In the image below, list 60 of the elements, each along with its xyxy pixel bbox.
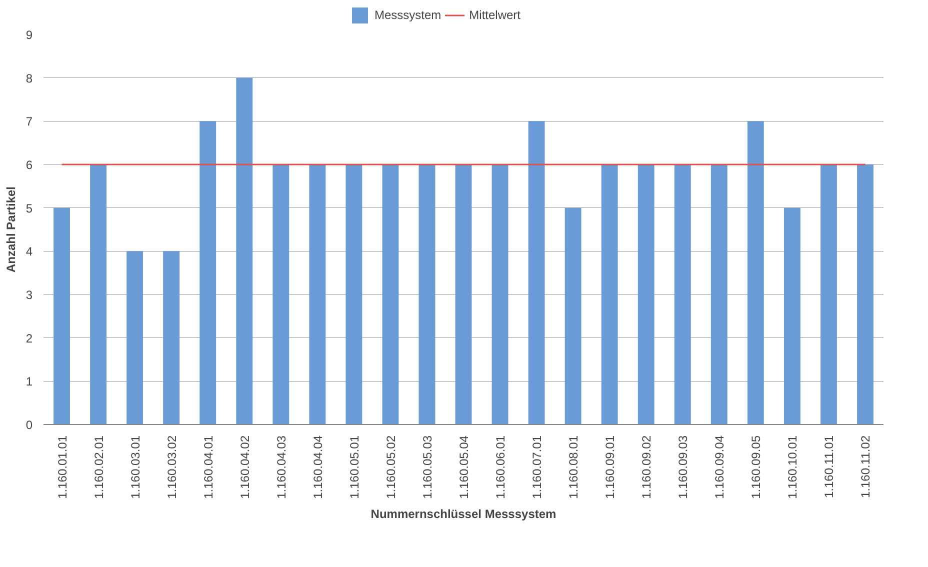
bar <box>200 121 216 424</box>
x-tick-label: 1.160.03.01 <box>128 435 142 499</box>
bar <box>820 164 837 424</box>
x-axis-title: Nummernschlüssel Messsystem <box>370 506 556 521</box>
bar <box>346 164 362 424</box>
bar <box>747 121 764 424</box>
bar <box>272 164 290 424</box>
legend-label: Mittelwert <box>469 8 521 22</box>
x-tick-label: 1.160.04.01 <box>201 435 216 499</box>
y-tick-label: 2 <box>26 331 33 346</box>
bar <box>564 208 582 424</box>
bar <box>710 164 728 424</box>
y-tick-label: 0 <box>26 418 33 432</box>
y-tick-label: 7 <box>26 114 33 129</box>
x-tick-label: 1.160.01.01 <box>55 435 70 499</box>
y-tick-label: 8 <box>26 71 33 86</box>
x-tick-label: 1.160.05.04 <box>457 435 471 499</box>
x-tick-label: 1.160.11.01 <box>822 435 836 498</box>
x-tick-label: 1.160.02.01 <box>92 435 106 499</box>
bar <box>163 251 180 424</box>
bar <box>126 251 144 424</box>
bar <box>492 164 508 424</box>
x-tick-label: 1.160.09.05 <box>749 435 764 499</box>
bar <box>382 164 399 424</box>
x-tick-label: 1.160.09.03 <box>676 435 690 499</box>
bar <box>857 164 874 424</box>
bar <box>309 164 326 424</box>
bar <box>236 78 253 424</box>
x-tick-label: 1.160.04.02 <box>238 435 252 499</box>
bar <box>418 164 436 424</box>
x-tick-label: 1.160.04.03 <box>274 435 288 499</box>
x-tick-label: 1.160.09.04 <box>712 435 727 499</box>
x-tick-label: 1.160.04.04 <box>310 435 325 499</box>
x-tick-label: 1.160.03.02 <box>164 435 179 499</box>
x-tick-label: 1.160.07.01 <box>530 435 544 499</box>
bar <box>674 164 691 424</box>
bar <box>528 121 545 424</box>
y-tick-label: 5 <box>26 201 33 216</box>
y-axis-title: Anzahl Partikel <box>4 186 18 273</box>
y-tick-label: 4 <box>26 244 33 259</box>
bar <box>54 208 70 424</box>
bar <box>601 164 618 424</box>
x-tick-label: 1.160.11.02 <box>858 435 873 498</box>
bar <box>638 164 654 424</box>
x-tick-label: 1.160.09.02 <box>640 435 654 499</box>
x-tick-label: 1.160.10.01 <box>786 435 800 499</box>
x-tick-label: 1.160.05.02 <box>384 435 398 499</box>
x-tick-label: 1.160.06.01 <box>494 435 508 499</box>
x-tick-label: 1.160.09.01 <box>603 435 618 499</box>
bar <box>90 164 106 424</box>
bar <box>455 164 472 424</box>
x-tick-label: 1.160.05.03 <box>420 435 434 499</box>
x-tick-label: 1.160.08.01 <box>566 435 581 499</box>
y-tick-label: 9 <box>26 28 33 42</box>
y-tick-label: 1 <box>26 374 33 389</box>
legend-label: Messsystem <box>374 8 442 22</box>
y-tick-label: 3 <box>26 288 33 302</box>
bar <box>784 208 800 424</box>
x-tick-label: 1.160.05.01 <box>347 435 362 499</box>
y-tick-label: 6 <box>26 158 33 172</box>
